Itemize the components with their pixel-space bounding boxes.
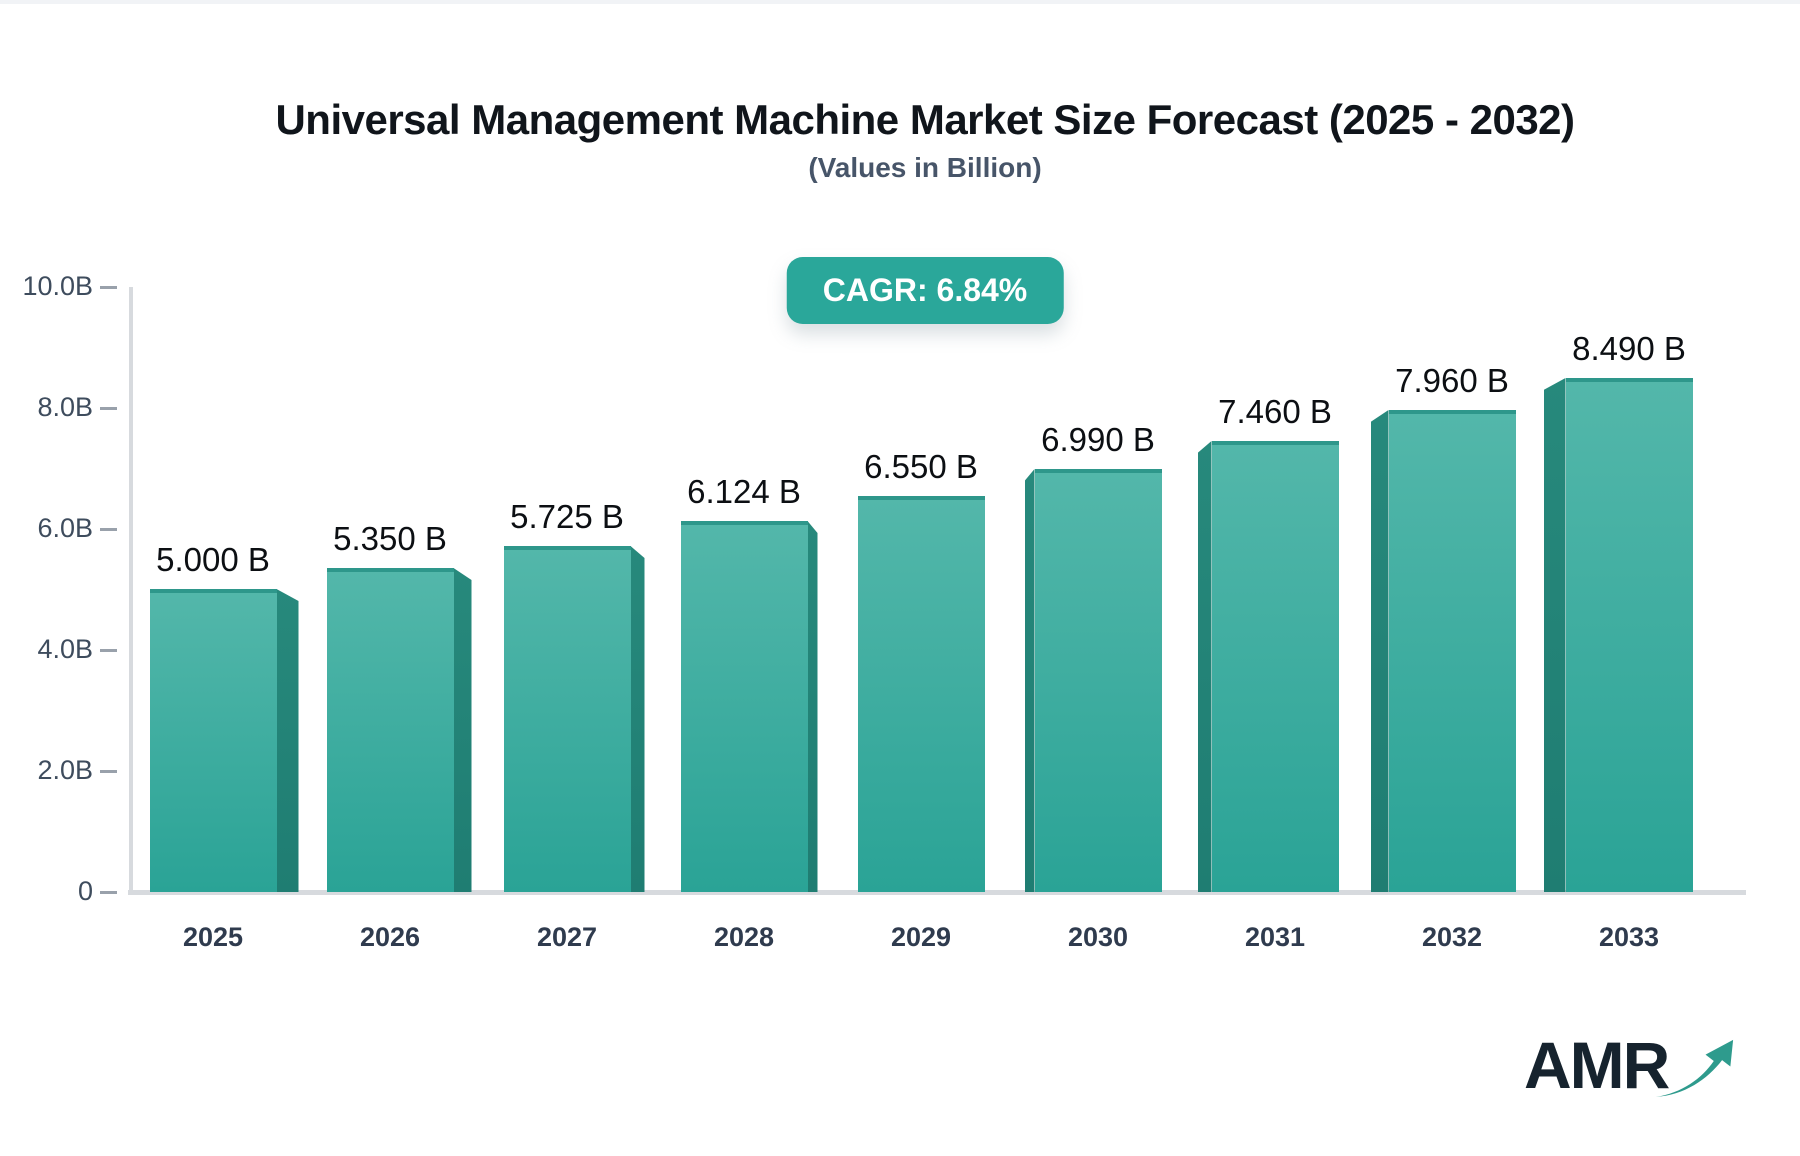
y-axis-tick-label: 4.0B — [37, 634, 93, 664]
bar-2026 — [326, 568, 454, 892]
x-axis-label: 2028 — [713, 922, 775, 952]
y-axis-tick — [100, 527, 117, 531]
bar-2028-3d-side — [807, 521, 818, 892]
y-axis-tick-label: 10.0B — [22, 271, 93, 301]
y-axis-tick-label: 2.0B — [37, 755, 93, 785]
y-axis-tick — [100, 769, 117, 773]
x-axis-label: 2032 — [1421, 922, 1483, 952]
y-axis-tick-label: 6.0B — [37, 513, 93, 543]
y-axis-tick — [100, 890, 117, 894]
bar-2032-3d-side — [1370, 410, 1389, 892]
bar-2027 — [503, 546, 631, 892]
bar-value-label: 6.990 B — [1041, 421, 1155, 458]
y-axis-line — [129, 287, 133, 892]
bar-value-label: 8.490 B — [1572, 330, 1686, 367]
amr-logo: AMR — [1524, 1032, 1746, 1112]
bar-2033-3d-side — [1543, 378, 1566, 892]
y-axis-tick — [100, 285, 117, 289]
bar-2029 — [857, 496, 985, 892]
x-axis-label: 2029 — [890, 922, 952, 952]
bar-2028 — [680, 521, 808, 892]
bar-chart-plot-area: 0 2.0B 4.0B 6.0B 8.0B 10.0B 5.000 B 2025 5.350 B… — [0, 4, 1800, 1156]
y-axis-tick-label: 0 — [77, 876, 93, 906]
x-axis-line — [128, 890, 1746, 895]
bar-2030-3d-side — [1024, 469, 1035, 892]
bar-value-label: 5.000 B — [156, 541, 270, 578]
bar-value-label: 5.725 B — [510, 498, 624, 535]
bar-2025 — [149, 589, 277, 892]
x-axis-label: 2025 — [182, 922, 244, 952]
cagr-badge: CAGR: 6.84% — [786, 257, 1064, 324]
bar-2031 — [1211, 441, 1339, 892]
bar-2030 — [1034, 469, 1162, 892]
bar-2025-3d-side — [276, 589, 299, 892]
bar-2033 — [1565, 378, 1693, 892]
amr-logo-text: AMR — [1524, 1028, 1670, 1102]
x-axis-label: 2030 — [1067, 922, 1129, 952]
y-axis-tick-label: 8.0B — [37, 392, 93, 422]
bar-value-label: 6.550 B — [864, 448, 978, 485]
bar-2031-3d-side — [1197, 441, 1212, 892]
x-axis-label: 2031 — [1244, 922, 1306, 952]
y-axis-tick — [100, 648, 117, 652]
bar-value-label: 6.124 B — [687, 473, 801, 510]
chart-subtitle: (Values in Billion) — [808, 152, 1042, 183]
x-axis-label: 2026 — [359, 922, 421, 952]
x-axis-label: 2033 — [1598, 922, 1660, 952]
bar-value-label: 7.960 B — [1395, 362, 1509, 399]
bar-value-label: 7.460 B — [1218, 393, 1332, 430]
bar-2032 — [1388, 410, 1516, 892]
amr-logo-arrow-icon — [1656, 1039, 1734, 1097]
chart-title: Universal Management Machine Market Size… — [275, 96, 1575, 143]
bar-value-label: 5.350 B — [333, 520, 447, 557]
y-axis-tick — [100, 406, 117, 410]
bar-2027-3d-side — [630, 546, 645, 892]
bar-2026-3d-side — [453, 568, 472, 892]
x-axis-label: 2027 — [536, 922, 598, 952]
